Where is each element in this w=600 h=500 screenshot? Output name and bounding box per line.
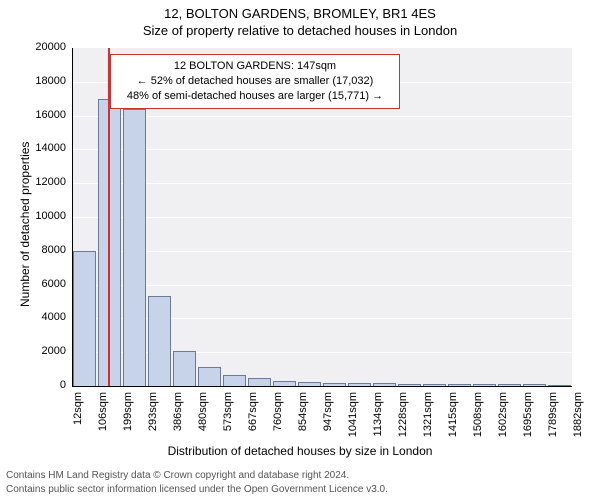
x-tick-label: 667sqm xyxy=(247,392,259,452)
x-tick-label: 1041sqm xyxy=(347,392,359,452)
x-tick-label: 480sqm xyxy=(197,392,209,452)
x-tick-label: 760sqm xyxy=(272,392,284,452)
y-tick-label: 16000 xyxy=(22,109,66,121)
histogram-bar xyxy=(148,296,171,386)
grid-line xyxy=(72,183,572,184)
x-tick-label: 1789sqm xyxy=(547,392,559,452)
annotation-line: ← 52% of detached houses are smaller (17… xyxy=(119,74,391,89)
grid-line xyxy=(72,318,572,319)
x-tick-label: 1695sqm xyxy=(522,392,534,452)
footer-line: Contains HM Land Registry data © Crown c… xyxy=(6,469,594,483)
chart-title: 12, BOLTON GARDENS, BROMLEY, BR1 4ES xyxy=(0,0,600,21)
x-tick-label: 947sqm xyxy=(322,392,334,452)
y-tick-label: 0 xyxy=(22,379,66,391)
chart-subtitle: Size of property relative to detached ho… xyxy=(0,21,600,38)
y-tick-label: 10000 xyxy=(22,210,66,222)
grid-line xyxy=(72,116,572,117)
x-tick-label: 12sqm xyxy=(72,392,84,452)
grid-line xyxy=(72,217,572,218)
grid-line xyxy=(72,285,572,286)
footer: Contains HM Land Registry data © Crown c… xyxy=(6,469,594,496)
x-tick-label: 1602sqm xyxy=(497,392,509,452)
annotation-line: 48% of semi-detached houses are larger (… xyxy=(119,89,391,104)
y-tick-label: 20000 xyxy=(22,41,66,53)
histogram-bar xyxy=(248,378,271,386)
histogram-bar xyxy=(123,109,146,386)
y-axis-line xyxy=(72,48,73,386)
x-tick-label: 1321sqm xyxy=(422,392,434,452)
x-tick-label: 386sqm xyxy=(172,392,184,452)
x-tick-label: 573sqm xyxy=(222,392,234,452)
histogram-bar xyxy=(223,375,246,386)
y-tick-label: 18000 xyxy=(22,75,66,87)
y-tick-label: 14000 xyxy=(22,142,66,154)
x-tick-label: 854sqm xyxy=(297,392,309,452)
x-tick-label: 106sqm xyxy=(97,392,109,452)
x-tick-label: 1415sqm xyxy=(447,392,459,452)
y-tick-label: 2000 xyxy=(22,345,66,357)
y-tick-label: 8000 xyxy=(22,244,66,256)
histogram-bar xyxy=(173,351,196,386)
grid-line xyxy=(72,352,572,353)
annotation-line: 12 BOLTON GARDENS: 147sqm xyxy=(119,59,391,74)
x-tick-label: 293sqm xyxy=(147,392,159,452)
annotation-box: 12 BOLTON GARDENS: 147sqm ← 52% of detac… xyxy=(110,54,400,109)
grid-line xyxy=(72,149,572,150)
x-axis-line xyxy=(72,386,572,387)
y-tick-label: 12000 xyxy=(22,176,66,188)
x-tick-label: 1228sqm xyxy=(397,392,409,452)
histogram-bar xyxy=(73,251,96,386)
histogram-bar xyxy=(198,367,221,386)
footer-line: Contains public sector information licen… xyxy=(6,483,594,497)
y-tick-label: 6000 xyxy=(22,278,66,290)
x-tick-label: 1508sqm xyxy=(472,392,484,452)
x-tick-label: 199sqm xyxy=(122,392,134,452)
y-tick-label: 4000 xyxy=(22,311,66,323)
grid-line xyxy=(72,251,572,252)
x-tick-label: 1134sqm xyxy=(372,392,384,452)
x-tick-label: 1882sqm xyxy=(572,392,584,452)
chart-container: { "header": { "title": "12, BOLTON GARDE… xyxy=(0,0,600,500)
